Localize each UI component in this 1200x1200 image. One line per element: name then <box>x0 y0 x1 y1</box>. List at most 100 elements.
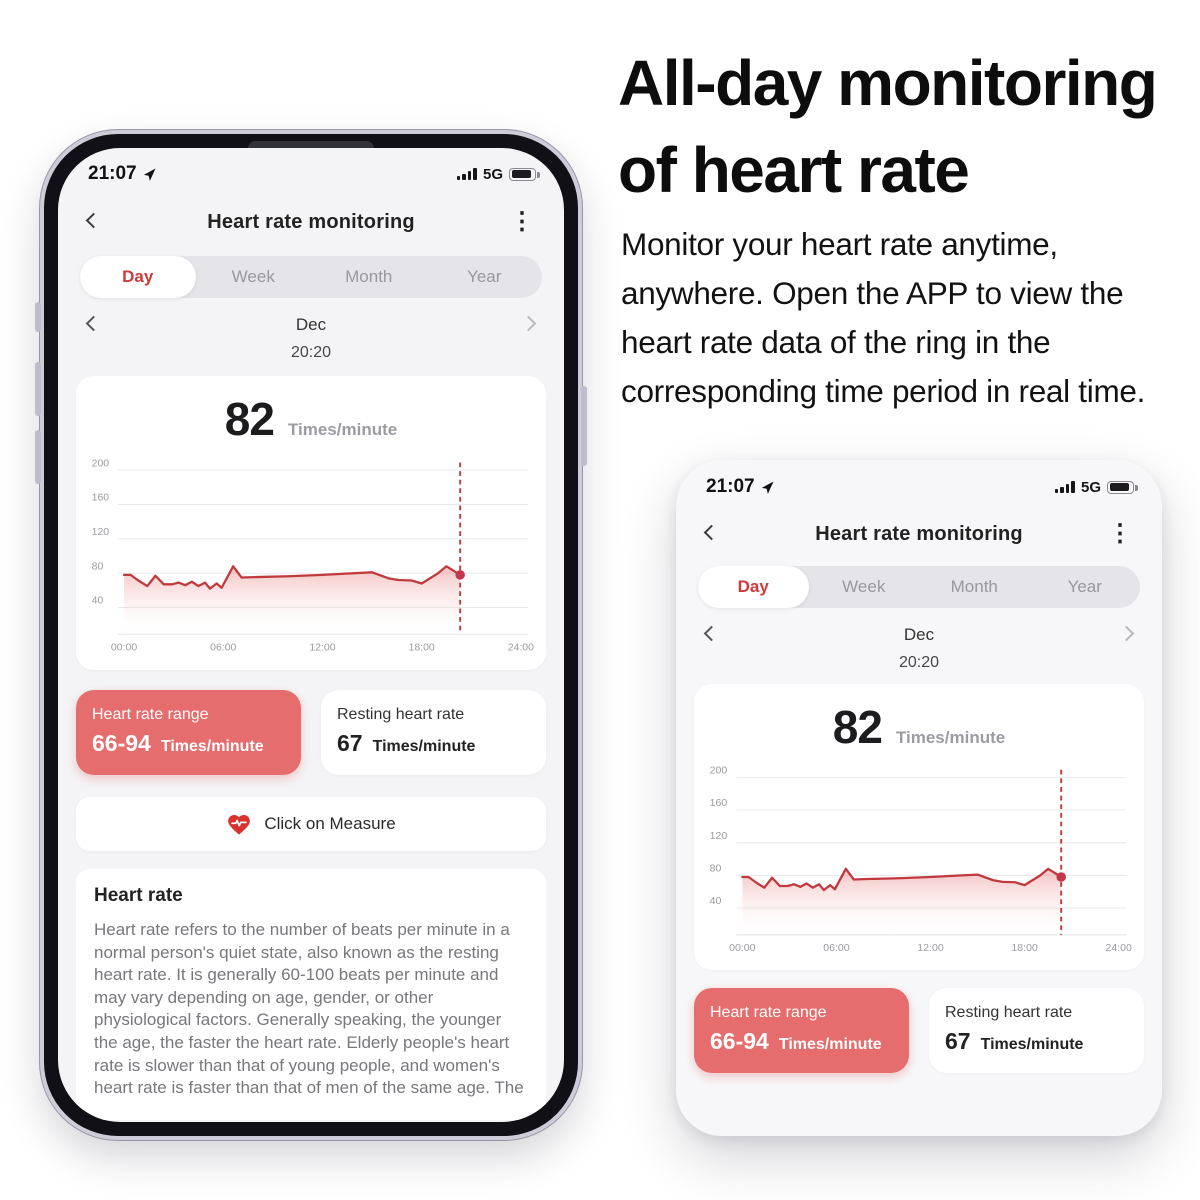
range-value: 66-94 <box>710 1028 769 1054</box>
marketing-title: All-day monitoring of heart rate <box>618 40 1158 214</box>
next-date-button[interactable] <box>1118 625 1135 644</box>
back-button[interactable] <box>703 524 720 543</box>
tab-day[interactable]: Day <box>80 256 196 298</box>
reading-time: 20:20 <box>290 344 332 361</box>
heart-rate-range-card: Heart rate range 66-94 Times/minute <box>76 690 301 775</box>
svg-text:200: 200 <box>92 458 110 469</box>
reading-time: 20:20 <box>898 654 940 671</box>
svg-text:200: 200 <box>710 765 728 777</box>
resting-unit: Times/minute <box>372 738 476 755</box>
period-tabs: Day Week Month Year <box>698 566 1140 608</box>
svg-text:120: 120 <box>710 830 728 842</box>
resting-title: Resting heart rate <box>945 1004 1073 1021</box>
location-arrow-icon <box>143 168 156 181</box>
heart-rate-info-card: Heart rate Heart rate refers to the numb… <box>76 869 546 1120</box>
info-title: Heart rate <box>94 885 183 906</box>
more-menu-button[interactable]: ⋮ <box>510 208 534 235</box>
svg-text:24:00: 24:00 <box>508 642 534 653</box>
range-unit: Times/minute <box>160 738 264 755</box>
date-label: Dec <box>295 315 327 334</box>
battery-icon <box>509 167 540 181</box>
resting-value: 67 <box>337 730 363 756</box>
volume-down-button <box>35 430 41 484</box>
power-button <box>581 386 587 466</box>
marketing-title-line2: of heart rate <box>618 134 970 207</box>
more-menu-button[interactable]: ⋮ <box>1108 520 1132 547</box>
heart-rate-unit: Times/minute <box>287 420 398 439</box>
tab-month[interactable]: Month <box>345 267 393 286</box>
resting-heart-rate-card: Resting heart rate 67 Times/minute <box>321 690 546 775</box>
tab-year[interactable]: Year <box>1067 577 1102 596</box>
svg-text:120: 120 <box>92 527 110 538</box>
back-button[interactable] <box>85 212 102 231</box>
status-bar: 21:07 5G <box>58 148 564 188</box>
date-nav: Dec <box>676 618 1162 652</box>
phone-2: 21:07 5G Heart rate monitoring ⋮ Day Wee… <box>676 460 1162 1136</box>
signal-icon <box>456 168 477 180</box>
svg-text:06:00: 06:00 <box>210 642 236 653</box>
phone-1: 21:07 5G Heart rate monitoring ⋮ Day <box>35 130 587 1140</box>
chevron-left-icon <box>85 315 102 332</box>
measure-label: Click on Measure <box>264 814 396 833</box>
period-tabs: Day Week Month Year <box>80 256 542 298</box>
tab-year[interactable]: Year <box>467 267 502 286</box>
current-reading: 82 Times/minute <box>702 692 1136 756</box>
page-title: Heart rate monitoring <box>207 210 415 233</box>
next-date-button[interactable] <box>520 315 537 334</box>
svg-text:00:00: 00:00 <box>111 642 137 653</box>
svg-text:160: 160 <box>92 493 110 504</box>
svg-text:40: 40 <box>92 596 104 607</box>
heart-rate-chart[interactable]: 40 80 120 160 200 00:00 06:00 12:00 18:00 24:00 <box>84 448 538 664</box>
resting-unit: Times/minute <box>980 1036 1084 1053</box>
chevron-left-icon <box>85 212 102 229</box>
chevron-left-icon <box>703 524 720 541</box>
svg-text:00:00: 00:00 <box>729 942 756 954</box>
volume-up-button <box>35 362 41 416</box>
range-unit: Times/minute <box>778 1036 882 1053</box>
battery-icon <box>1107 480 1138 494</box>
svg-text:160: 160 <box>710 797 728 809</box>
network-label: 5G <box>482 165 503 183</box>
page-title: Heart rate monitoring <box>815 522 1023 545</box>
range-title: Heart rate range <box>92 706 209 723</box>
status-time: 21:07 <box>706 476 755 497</box>
heart-rate-value: 82 <box>224 393 275 445</box>
svg-text:06:00: 06:00 <box>823 942 850 954</box>
resting-title: Resting heart rate <box>337 706 465 723</box>
range-title: Heart rate range <box>710 1004 827 1021</box>
app-header: Heart rate monitoring ⋮ <box>676 512 1162 556</box>
heart-rate-range-card: Heart rate range 66-94 Times/minute <box>694 988 909 1073</box>
info-body: Heart rate refers to the number of beats… <box>94 920 524 1098</box>
stats-row: Heart rate range 66-94 Times/minute Rest… <box>76 690 546 775</box>
resting-heart-rate-card: Resting heart rate 67 Times/minute <box>929 988 1144 1073</box>
heart-rate-chart-card: 82 Times/minute 40 80 120 160 200 00:00 06:00 1… <box>694 684 1144 970</box>
signal-icon <box>1054 481 1075 493</box>
marketing-title-line1: All-day monitoring <box>618 47 1158 119</box>
tab-day[interactable]: Day <box>698 566 809 608</box>
chevron-left-icon <box>703 625 720 642</box>
heart-rate-chart[interactable]: 40 80 120 160 200 00:00 06:00 12:00 18:00 24:00 <box>702 756 1136 964</box>
marketing-body: Monitor your heart rate anytime, anywher… <box>621 226 1146 410</box>
range-value: 66-94 <box>92 730 151 756</box>
tab-month[interactable]: Month <box>950 577 998 596</box>
date-nav: Dec <box>58 308 564 342</box>
prev-date-button[interactable] <box>85 315 102 334</box>
current-reading: 82 Times/minute <box>84 384 538 448</box>
app-header: Heart rate monitoring ⋮ <box>58 200 564 244</box>
stats-row: Heart rate range 66-94 Times/minute Rest… <box>694 988 1144 1073</box>
heart-rate-unit: Times/minute <box>895 728 1006 747</box>
tab-week[interactable]: Week <box>842 577 886 596</box>
mute-switch <box>35 302 41 332</box>
heart-rate-chart-card: 82 Times/minute 40 80 120 160 200 00:00 06:00 1… <box>76 376 546 670</box>
tab-week[interactable]: Week <box>231 267 275 286</box>
prev-date-button[interactable] <box>703 625 720 644</box>
svg-text:80: 80 <box>710 863 722 875</box>
chevron-right-icon <box>1118 625 1135 642</box>
measure-button[interactable]: Click on Measure <box>76 797 546 851</box>
heart-rate-value: 82 <box>832 701 883 753</box>
svg-text:80: 80 <box>92 561 104 572</box>
svg-text:24:00: 24:00 <box>1106 942 1133 954</box>
resting-value: 67 <box>945 1028 971 1054</box>
location-arrow-icon <box>761 481 774 494</box>
